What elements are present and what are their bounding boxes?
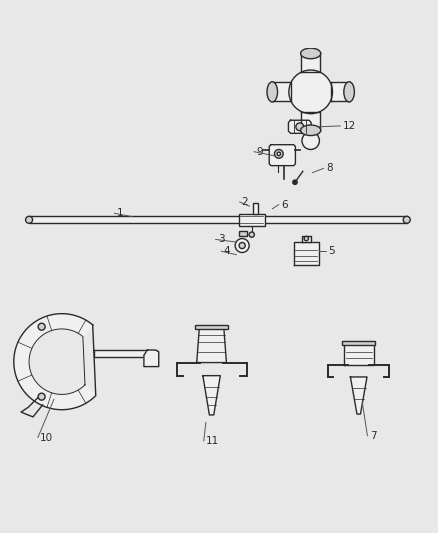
Circle shape (293, 180, 297, 184)
Polygon shape (144, 350, 159, 367)
Ellipse shape (267, 82, 278, 102)
Polygon shape (331, 82, 350, 101)
Text: 12: 12 (343, 121, 356, 131)
Polygon shape (301, 236, 311, 243)
Bar (239, 214, 265, 226)
Ellipse shape (300, 48, 321, 59)
Ellipse shape (300, 125, 321, 135)
Polygon shape (203, 376, 220, 415)
Circle shape (403, 216, 410, 223)
Polygon shape (350, 377, 367, 414)
Text: 9: 9 (256, 147, 263, 157)
Circle shape (25, 216, 32, 223)
Polygon shape (301, 112, 320, 131)
Bar (195, 325, 228, 329)
Circle shape (235, 239, 249, 253)
Circle shape (277, 152, 281, 156)
Circle shape (296, 123, 304, 131)
Circle shape (38, 323, 45, 330)
Text: 8: 8 (326, 163, 332, 173)
Circle shape (38, 393, 45, 400)
Text: 11: 11 (206, 436, 219, 446)
Text: 3: 3 (218, 235, 224, 245)
Polygon shape (269, 144, 295, 166)
Text: 6: 6 (281, 199, 288, 209)
Circle shape (304, 236, 308, 241)
Circle shape (302, 132, 319, 149)
Text: 10: 10 (40, 433, 53, 442)
Bar (254, 203, 258, 214)
Bar (342, 341, 375, 345)
Text: 5: 5 (328, 246, 335, 256)
Text: 2: 2 (242, 197, 248, 207)
Circle shape (239, 243, 245, 248)
Polygon shape (94, 350, 156, 357)
Polygon shape (197, 328, 226, 362)
Polygon shape (301, 53, 320, 72)
Polygon shape (14, 313, 96, 410)
Text: 1: 1 (117, 208, 123, 218)
Text: 7: 7 (370, 431, 376, 441)
Circle shape (289, 70, 332, 114)
Circle shape (275, 149, 283, 158)
Polygon shape (344, 343, 374, 365)
Bar (29, 216, 407, 223)
Bar (239, 231, 247, 236)
Text: 4: 4 (223, 246, 230, 256)
Ellipse shape (344, 82, 354, 102)
Polygon shape (293, 241, 319, 265)
Circle shape (249, 232, 254, 237)
Polygon shape (272, 82, 290, 101)
Polygon shape (288, 120, 311, 133)
